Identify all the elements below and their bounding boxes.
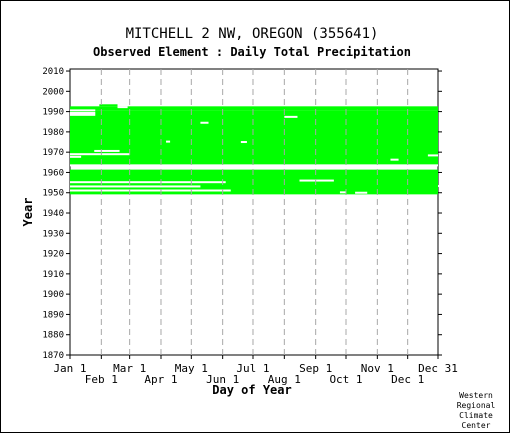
credit-line-4: Center (462, 421, 491, 430)
y-tick-label-2: 1890 (42, 310, 64, 320)
x-tick-label-top-3: Jul 1 (236, 362, 269, 375)
x-tick-label-top-2: May 1 (175, 362, 208, 375)
x-tick-label-bottom-2: Jun 1 (206, 373, 239, 386)
y-tick-label-1: 1880 (42, 331, 64, 341)
data-bars (70, 104, 438, 195)
chart-subtitle: Observed Element : Daily Total Precipita… (93, 45, 411, 59)
gap-12 (284, 115, 298, 118)
y-tick-label-14: 2010 (42, 67, 64, 77)
credit-block: Western Regional Climate Center (457, 391, 496, 430)
x-tick-label-bottom-3: Aug 1 (268, 373, 301, 386)
gap-6 (355, 191, 368, 194)
gap-20 (166, 140, 171, 143)
data-bar-2 (70, 106, 438, 111)
y-tick-label-6: 1930 (42, 229, 64, 239)
gap-19 (117, 106, 128, 109)
x-tick-label-top-1: Mar 1 (113, 362, 146, 375)
gap-7 (70, 164, 438, 167)
x-axis-top-labels: Jan 1 Mar 1 May 1 Jul 1 Sep 1 Nov 1 Dec 31 (53, 355, 458, 375)
x-axis-label: Day of Year (212, 383, 291, 397)
x-tick-label-bottom-4: Oct 1 (329, 373, 362, 386)
y-tick-label-3: 1900 (42, 290, 64, 300)
gap-8 (70, 155, 82, 158)
x-tick-label-top-6: Dec 31 (418, 362, 458, 375)
x-tick-label-bottom-0: Feb 1 (85, 373, 118, 386)
vertical-gridlines (100, 69, 409, 355)
y-tick-label-4: 1910 (42, 270, 64, 280)
gap-2 (70, 181, 226, 184)
gap-0 (70, 189, 231, 192)
y-tick-label-10: 1970 (42, 148, 64, 158)
gap-13 (200, 121, 209, 124)
y-tick-label-11: 1980 (42, 128, 64, 138)
y-tick-label-9: 1960 (42, 168, 64, 178)
x-tick-label-top-5: Nov 1 (361, 362, 394, 375)
data-bar-1 (70, 110, 438, 166)
data-bar-3 (99, 104, 118, 107)
credit-line-2: Regional (457, 401, 496, 410)
gap-16 (390, 158, 399, 161)
credit-line-1: Western (459, 391, 493, 400)
gap-18 (70, 109, 96, 112)
y-tick-label-8: 1950 (42, 189, 64, 199)
gap-3 (299, 179, 334, 182)
gap-4 (438, 185, 440, 188)
chart-title: MITCHELL 2 NW, OREGON (355641) (126, 26, 379, 42)
gap-11 (240, 141, 247, 144)
credit-line-3: Climate (459, 411, 493, 420)
x-tick-label-top-4: Sep 1 (299, 362, 332, 375)
y-axis-label: Year (21, 198, 35, 227)
y-tick-label-0: 1870 (42, 351, 64, 361)
gap-10 (94, 149, 120, 152)
gap-14 (70, 113, 96, 116)
gap-5 (339, 191, 346, 194)
x-axis-bottom-labels: Feb 1 Apr 1 Jun 1 Aug 1 Oct 1 Dec 1 (85, 355, 424, 386)
x-tick-label-top-0: Jan 1 (53, 362, 86, 375)
y-tick-label-5: 1920 (42, 250, 64, 260)
y-tick-label-12: 1990 (42, 108, 64, 118)
x-tick-label-bottom-1: Apr 1 (144, 373, 177, 386)
gap-17 (427, 154, 438, 157)
gap-9 (70, 153, 130, 156)
gap-15 (70, 112, 96, 115)
x-tick-label-bottom-5: Dec 1 (391, 373, 424, 386)
y-tick-label-7: 1940 (42, 209, 64, 219)
y-tick-label-13: 2000 (42, 87, 64, 97)
gap-1 (70, 185, 201, 188)
y-axis: 1870 1880 1890 1900 1910 1920 1930 1940 1950 1960… (42, 67, 442, 361)
gap-bars (70, 106, 440, 194)
